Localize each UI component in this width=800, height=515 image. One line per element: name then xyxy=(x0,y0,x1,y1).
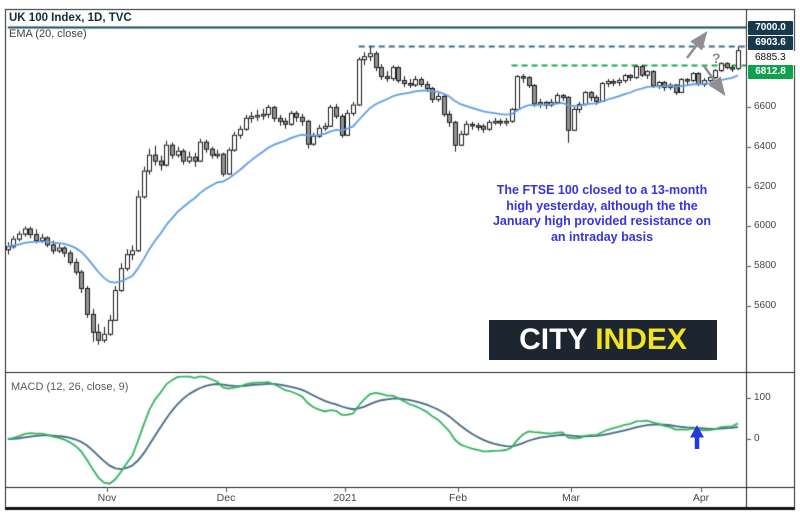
question-mark-annotation: ? xyxy=(712,50,721,66)
macd-indicator-label[interactable]: MACD (12, 26, close, 9) xyxy=(11,381,129,393)
price-tick-label: 6600 xyxy=(754,101,777,112)
analyst-note-line: January high provided resistance on xyxy=(492,214,712,228)
price-tick-label: 5600 xyxy=(754,300,777,311)
time-axis-label: Mar xyxy=(561,492,581,504)
price-badge-mar-high: 6812.8 xyxy=(748,65,793,79)
price-badge-7000: 7000.0 xyxy=(748,21,793,35)
price-scale[interactable]: 7000.0 6903.6 6885.3 6812.8 xyxy=(747,9,800,510)
macd-tick-label: 0 xyxy=(754,433,760,444)
ema-indicator-label[interactable]: EMA (20, close) xyxy=(9,28,87,40)
price-badge-jan-high: 6903.6 xyxy=(748,36,793,50)
macd-tick-label: 100 xyxy=(754,392,771,403)
logo-text-city: CITY xyxy=(519,323,596,356)
last-price-label: 6885.3 xyxy=(748,51,800,65)
price-tick-label: 6200 xyxy=(754,181,777,192)
symbol-title[interactable]: UK 100 Index, 1D, TVC xyxy=(9,12,132,24)
time-axis-label: 2021 xyxy=(333,492,357,504)
price-tick-label: 6400 xyxy=(754,141,777,152)
time-axis-label: Feb xyxy=(448,492,468,504)
analyst-note: The FTSE 100 closed to a 13-month high y… xyxy=(478,183,726,245)
time-axis-label: Dec xyxy=(216,492,236,504)
analyst-note-line: an intraday basis xyxy=(550,229,654,244)
time-axis-label: Apr xyxy=(692,492,710,504)
logo-text-index: INDEX xyxy=(595,323,687,356)
time-axis-label: Nov xyxy=(97,492,117,504)
analyst-note-line: The FTSE 100 closed to a 13-month xyxy=(496,183,708,197)
price-tick-label: 6000 xyxy=(754,220,777,231)
city-index-logo: CITY INDEX xyxy=(489,320,717,360)
price-tick-label: 5800 xyxy=(754,260,777,271)
analyst-note-line: high yesterday, although the the xyxy=(506,198,698,213)
